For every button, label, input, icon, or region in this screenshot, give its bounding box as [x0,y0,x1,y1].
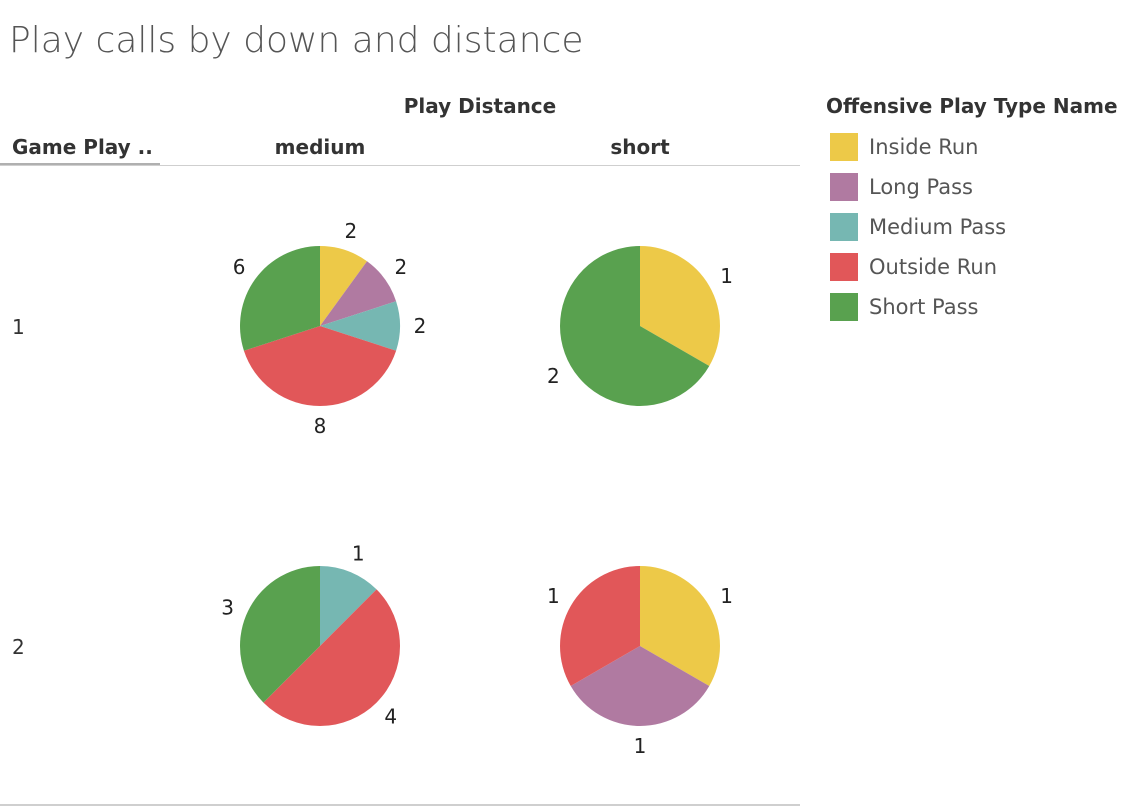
bottom-divider [0,804,800,806]
legend-swatch-long-pass [830,173,858,201]
pie-slice-short-pass[interactable] [559,246,710,407]
pie-medium-down-2: 1 4 3 [221,542,401,729]
header-divider [0,165,800,166]
legend-label-outside-run: Outside Run [869,255,998,279]
slice-value-label-outside-run: 8 [314,414,327,438]
slice-value-label-outside-run: 4 [384,705,397,729]
legend-swatch-outside-run [830,253,858,281]
row-dimension-header-underline [0,163,160,165]
chart-title: Play calls by down and distance [9,20,584,61]
column-header-medium[interactable]: medium [274,135,366,159]
slice-value-label-long-pass: 2 [395,255,408,279]
column-group-header: Play Distance [403,94,557,118]
slice-value-label-inside-run: 2 [345,219,358,243]
legend-swatch-short-pass [830,293,858,321]
slice-value-label-short-pass: 6 [233,255,246,279]
pie-slice-long-pass[interactable] [320,261,397,326]
pie-slice-medium-pass[interactable] [320,566,377,646]
legend-swatch-inside-run [830,133,858,161]
legend-label-inside-run: Inside Run [869,135,979,159]
legend-swatch-medium-pass [830,213,858,241]
column-header-short[interactable]: short [610,135,670,159]
pie-short-down-1: 12 [547,246,733,407]
pie-short-down-2: 1 1 1 [547,566,733,758]
pie-slice-inside-run[interactable] [320,246,368,326]
pie-slice-short-pass[interactable] [239,565,320,703]
legend-label-long-pass: Long Pass [869,175,973,199]
pie-slice-inside-run[interactable] [640,246,720,366]
pie-slice-outside-run[interactable] [243,326,397,406]
legend-label-short-pass: Short Pass [869,295,979,319]
slice-value-label-inside-run: 1 [720,584,733,608]
legend-title: Offensive Play Type Name [826,94,1118,118]
row-label-2[interactable]: 2 [12,635,25,659]
pie-slice-inside-run[interactable] [640,566,720,686]
slice-value-label-medium-pass: 1 [352,542,365,566]
slice-value-label-long-pass: 1 [634,734,647,758]
pie-slice-long-pass[interactable] [570,646,710,726]
legend-item-outside-run[interactable]: Outside Run [830,247,1006,287]
slice-value-label-medium-pass: 2 [414,314,427,338]
row-label-1[interactable]: 1 [12,315,25,339]
pie-slice-short-pass[interactable] [240,246,320,351]
slice-value-label-inside-run: 1 [720,264,733,288]
legend-item-inside-run[interactable]: Inside Run [830,127,1006,167]
slice-value-label-short-pass: 2 [547,364,560,388]
pie-slice-outside-run[interactable] [263,589,401,727]
legend-item-medium-pass[interactable]: Medium Pass [830,207,1006,247]
slice-value-label-short-pass: 3 [221,596,234,620]
pie-slice-medium-pass[interactable] [320,301,400,351]
legend-item-long-pass[interactable]: Long Pass [830,167,1006,207]
legend: Inside Run Long Pass Medium Pass Outside… [830,127,1006,327]
legend-item-short-pass[interactable]: Short Pass [830,287,1006,327]
pie-slice-outside-run[interactable] [560,566,640,686]
pie-medium-down-1: 2 2 2 8 6 [233,219,427,438]
slice-value-label-outside-run: 1 [547,584,560,608]
row-dimension-header[interactable]: Game Play .. [12,135,153,159]
legend-label-medium-pass: Medium Pass [869,215,1007,239]
